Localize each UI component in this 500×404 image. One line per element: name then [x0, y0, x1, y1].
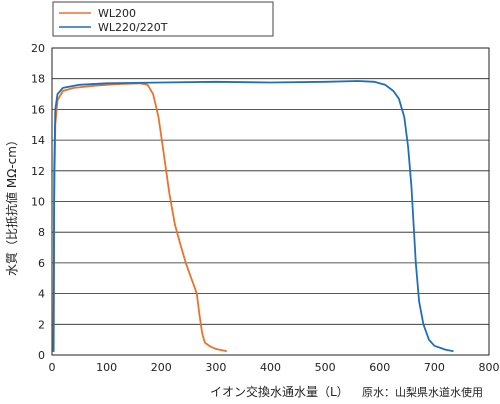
y-axis-label: 水質（比抵抗値 MΩ-cm） [4, 134, 19, 276]
grid-lines [52, 47, 489, 356]
y-tick-labels: 0 2 4 6 8 10 12 14 16 18 20 [31, 42, 45, 362]
y-tick-14: 14 [31, 134, 45, 147]
series-line-1 [52, 80, 454, 353]
y-tick-12: 12 [31, 165, 45, 178]
y-tick-6: 6 [38, 257, 45, 270]
x-tick-700: 700 [424, 361, 445, 374]
legend-box [52, 1, 274, 37]
legend-label-wl220: WL220/220T [98, 21, 168, 34]
x-tick-labels: 0 100 200 300 400 500 600 700 800 [49, 361, 500, 374]
x-tick-500: 500 [315, 361, 336, 374]
y-tick-0: 0 [38, 349, 45, 362]
y-tick-10: 10 [31, 196, 45, 209]
y-tick-20: 20 [31, 42, 45, 55]
x-tick-100: 100 [96, 361, 117, 374]
x-tick-200: 200 [151, 361, 172, 374]
x-tick-600: 600 [369, 361, 390, 374]
x-tick-400: 400 [260, 361, 281, 374]
y-tick-2: 2 [38, 318, 45, 331]
series-line-0 [52, 82, 227, 353]
legend-label-wl200: WL200 [98, 7, 136, 20]
y-tick-4: 4 [38, 288, 45, 301]
series-lines [52, 80, 454, 353]
source-note: 原水：山梨県水道水使用 [362, 385, 483, 399]
legend: WL200 WL220/220T [52, 1, 274, 37]
x-tick-300: 300 [205, 361, 226, 374]
y-tick-18: 18 [31, 73, 45, 86]
x-tick-800: 800 [479, 361, 500, 374]
x-axis-label: イオン交換水通水量（L） [210, 384, 349, 399]
x-tick-0: 0 [49, 361, 56, 374]
y-tick-16: 16 [31, 103, 45, 116]
plot-frame [51, 47, 490, 356]
y-tick-8: 8 [38, 226, 45, 239]
